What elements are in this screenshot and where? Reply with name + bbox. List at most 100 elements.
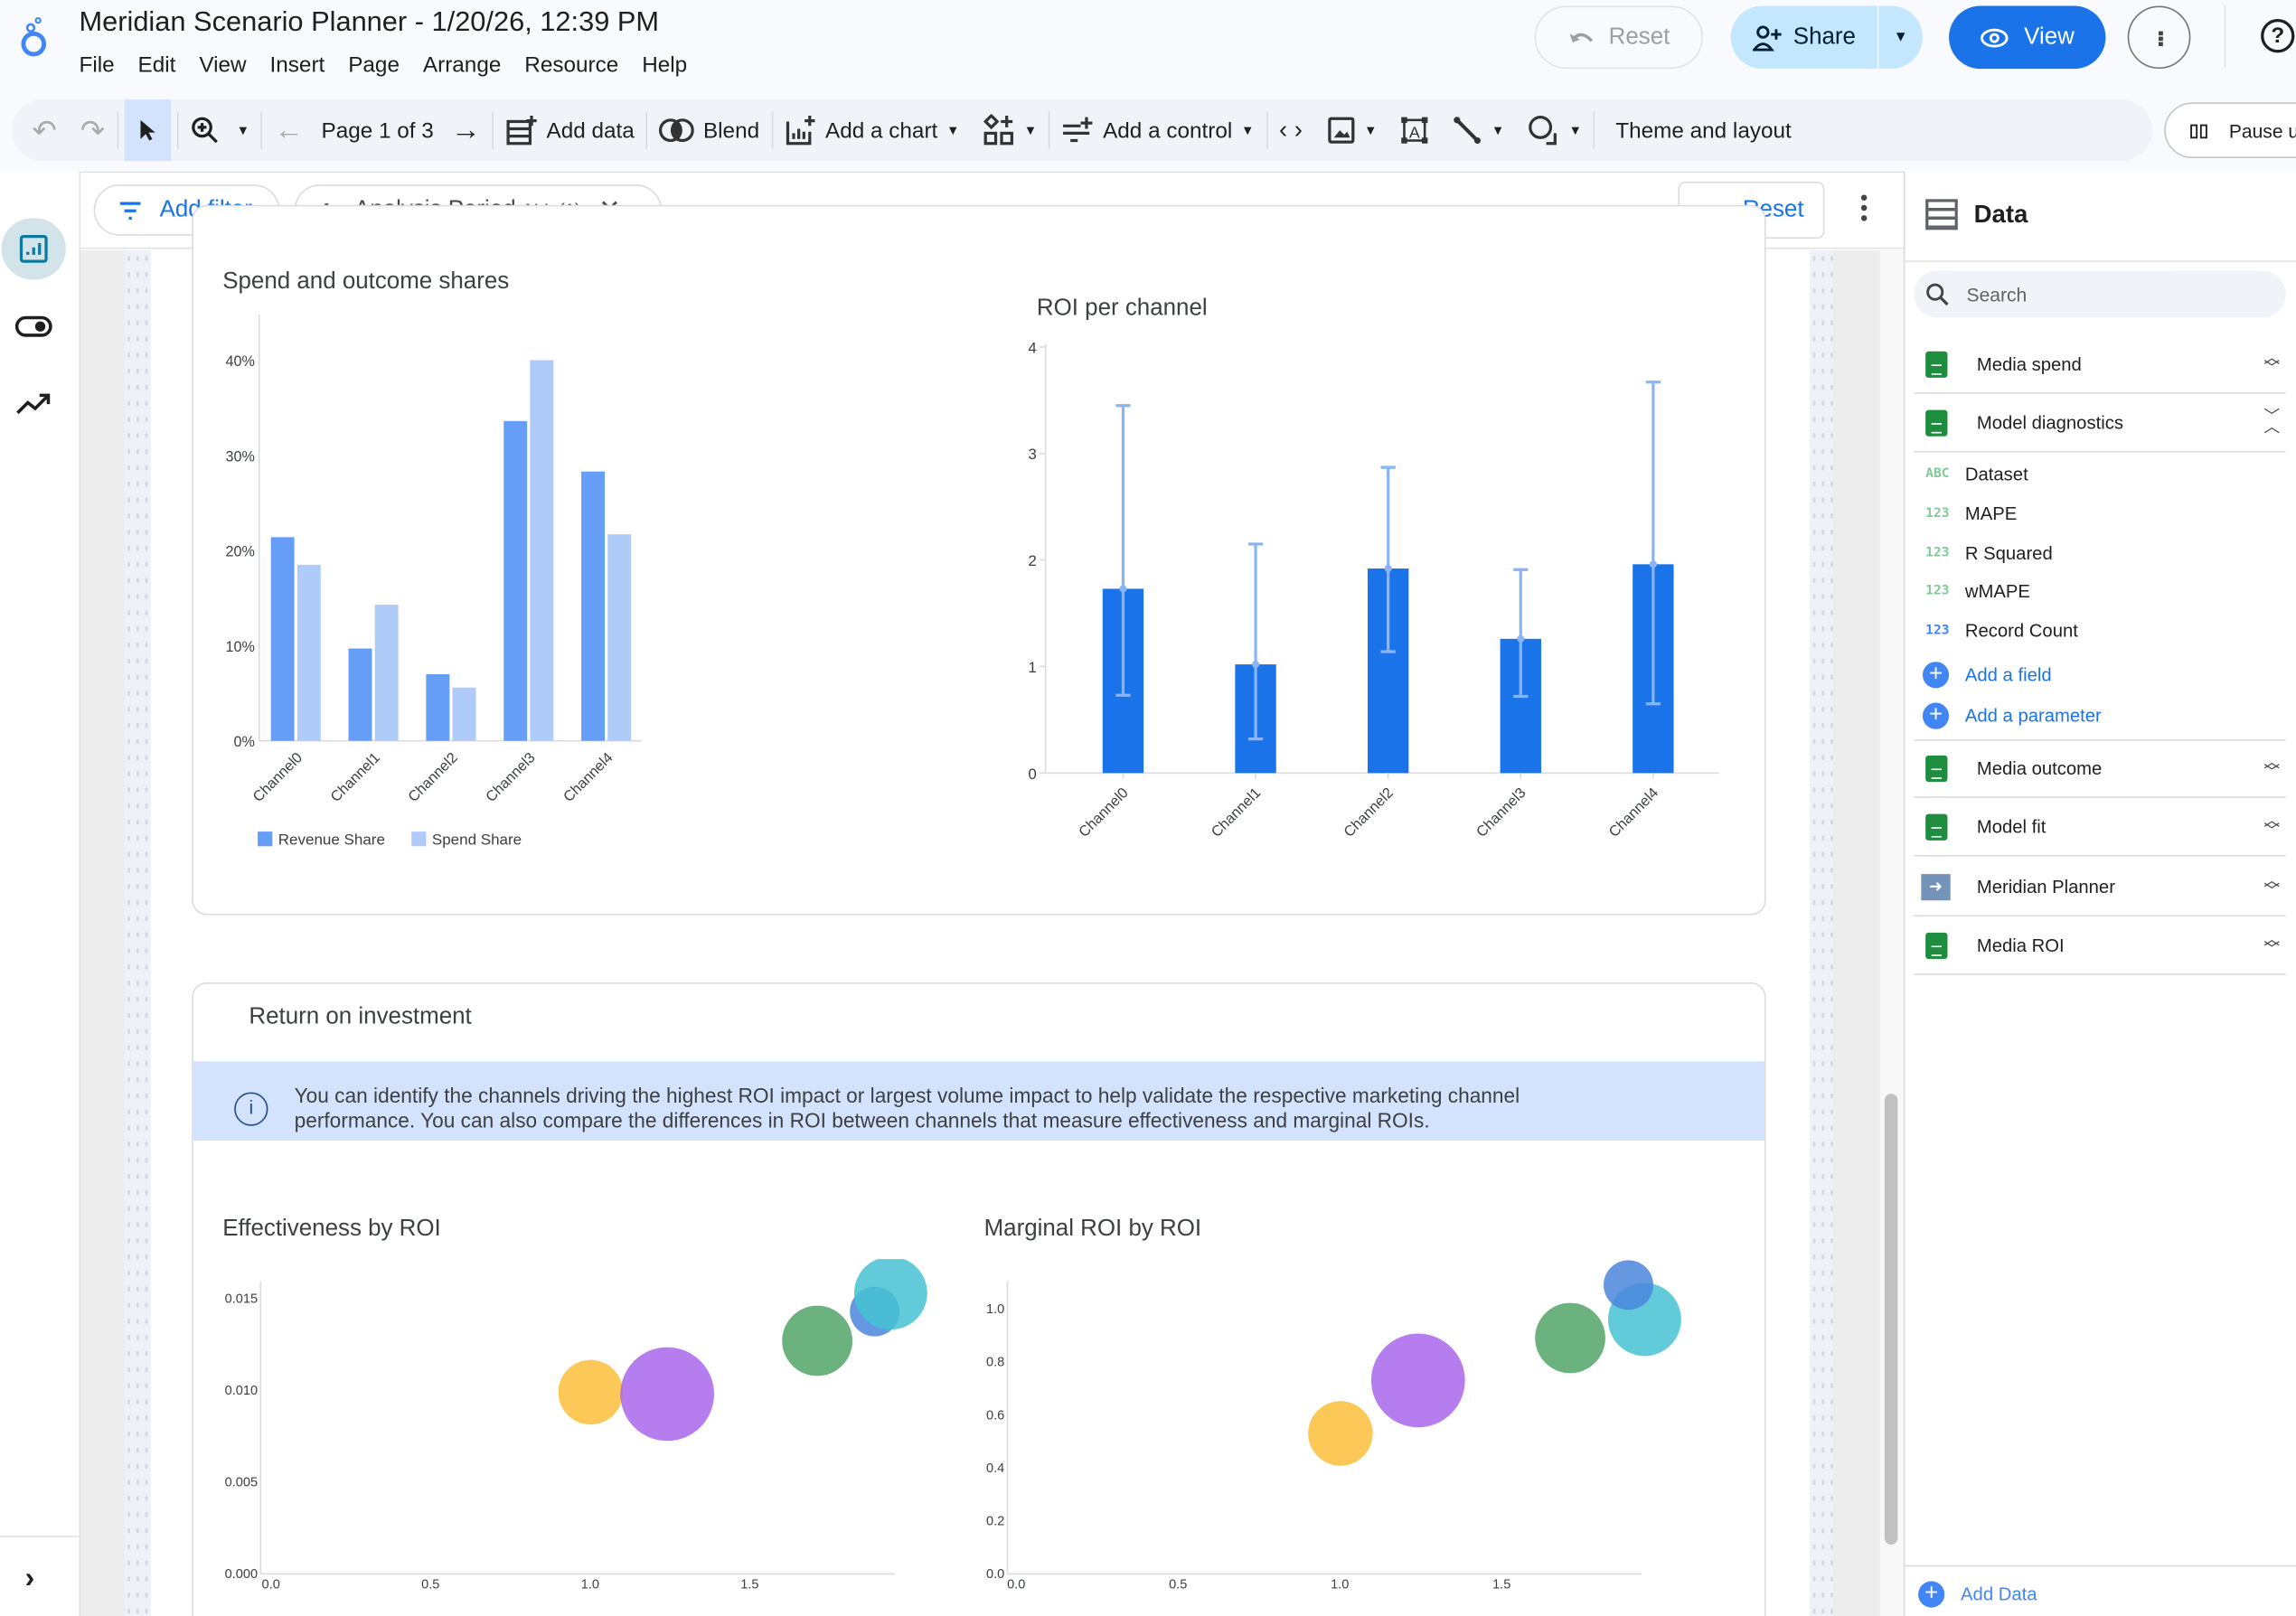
text-button[interactable]: A: [1388, 99, 1441, 161]
data-source-media-spend[interactable]: Media spend ︿ ﹀: [1914, 335, 2286, 394]
bubble: [1535, 1302, 1605, 1374]
field-mape[interactable]: 123 MAPE: [1925, 503, 2017, 524]
add-chart-button[interactable]: Add a chart ▼: [773, 99, 972, 161]
y-tick-label: 30%: [225, 448, 254, 465]
x-tick-label: 0.5: [1169, 1578, 1187, 1593]
bubble: [782, 1305, 853, 1376]
expand-icon[interactable]: ︿ ﹀: [2263, 930, 2281, 959]
expand-icon[interactable]: ︿ ﹀: [2263, 871, 2281, 900]
add-component-button[interactable]: ▼: [971, 99, 1049, 161]
field-wmape[interactable]: 123 wMAPE: [1925, 581, 2030, 602]
bar-revenue-share: [503, 420, 528, 741]
search-input[interactable]: Search: [1914, 270, 2286, 318]
menu-help[interactable]: Help: [642, 52, 688, 78]
menu-file[interactable]: File: [79, 52, 115, 78]
previous-page-button[interactable]: ←: [263, 99, 315, 161]
app-logo[interactable]: [17, 14, 50, 66]
add-data-source-button[interactable]: + Add Data: [1918, 1581, 2037, 1608]
data-source-meridian-planner[interactable]: ➜ Meridian Planner ︿ ﹀: [1914, 858, 2286, 917]
select-tool-button[interactable]: [123, 99, 171, 162]
page-indicator: Page 1 of 3: [321, 117, 434, 143]
add-person-icon: [1752, 24, 1782, 51]
help-icon[interactable]: ?: [2261, 19, 2295, 53]
view-button[interactable]: View: [1949, 5, 2106, 70]
rail-trend-button[interactable]: [14, 391, 52, 425]
pause-updates-button[interactable]: ▯▯ Pause u: [2164, 102, 2296, 158]
menu-insert[interactable]: Insert: [269, 52, 325, 78]
toggle-icon: [14, 315, 52, 337]
info-icon: i: [234, 1092, 268, 1126]
more-options-button[interactable]: ···: [2127, 5, 2191, 70]
expand-rail-button[interactable]: ›: [25, 1562, 35, 1595]
expand-icon[interactable]: ︿ ﹀: [2263, 812, 2281, 841]
add-parameter-label: Add a parameter: [1964, 705, 2102, 727]
collapse-icon[interactable]: ﹀ ︿: [2263, 408, 2281, 436]
image-button[interactable]: ▼: [1314, 99, 1388, 161]
menu-page[interactable]: Page: [348, 52, 400, 78]
text-box-icon: A: [1402, 117, 1429, 144]
menu-edit[interactable]: Edit: [137, 52, 176, 78]
y-tick-label: 1: [1028, 659, 1036, 676]
more-vert-icon: ···: [2143, 29, 2177, 46]
scrollbar-thumb[interactable]: [1884, 1094, 1898, 1545]
sheets-icon: [1925, 409, 1948, 436]
reset-button[interactable]: Reset: [1534, 5, 1703, 70]
shape-button[interactable]: ▼: [1516, 99, 1594, 161]
expand-icon[interactable]: ︿ ﹀: [2263, 753, 2281, 782]
add-field-button[interactable]: + Add a field: [1922, 662, 2052, 689]
data-source-name: Media outcome: [1976, 757, 2103, 778]
data-source-model-fit[interactable]: Model fit ︿ ﹀: [1914, 798, 2286, 857]
line-button[interactable]: ▼: [1442, 99, 1516, 161]
share-dropdown-button[interactable]: ▼: [1878, 5, 1923, 70]
marginal-roi-by-roi-chart[interactable]: 0.0 0.2 0.4 0.6 0.8 1.0 0.0 0.5 1.0 1.5: [966, 1259, 1698, 1616]
expand-icon[interactable]: ︿ ﹀: [2263, 349, 2281, 378]
next-page-button[interactable]: →: [439, 99, 492, 161]
value-marker: [1517, 634, 1525, 643]
rail-controls-button[interactable]: [14, 315, 52, 345]
roi-per-channel-chart[interactable]: 0 1 2 3 4 Channel0 Channel1 Channel2 Channel3 Cha…: [1011, 329, 1743, 870]
redo-button[interactable]: ↷: [69, 99, 117, 161]
effectiveness-by-roi-chart[interactable]: 0.000 0.005 0.010 0.015 0.0 0.5 1.0 1.5: [205, 1259, 937, 1616]
legend-label: Spend Share: [432, 831, 522, 849]
filter-more-button[interactable]: [1857, 194, 1871, 221]
report-title[interactable]: Meridian Scenario Planner - 1/20/26, 12:…: [79, 7, 660, 39]
add-field-label: Add a field: [1964, 664, 2052, 686]
field-name: wMAPE: [1964, 581, 2030, 602]
roi-per-channel-chart-title: ROI per channel: [1036, 296, 1208, 321]
database-icon: [1925, 199, 1958, 230]
menu-arrange[interactable]: Arrange: [422, 52, 502, 78]
data-source-media-roi[interactable]: Media ROI ︿ ﹀: [1914, 916, 2286, 975]
add-data-button[interactable]: Add data: [494, 99, 646, 161]
menu-view[interactable]: View: [199, 52, 247, 78]
data-source-name: Media ROI: [1976, 935, 2065, 955]
spend-outcome-chart[interactable]: 0% 10% 20% 30% 40% Channel0 Channel1 Channel2 Ch…: [205, 300, 659, 871]
rail-report-button[interactable]: [1, 218, 66, 280]
embed-url-button[interactable]: ‹ ›: [1267, 99, 1314, 161]
data-source-media-outcome[interactable]: Media outcome ︿ ﹀: [1914, 739, 2286, 798]
data-source-name: Model fit: [1976, 816, 2047, 837]
field-dataset[interactable]: ABC Dataset: [1925, 465, 2028, 485]
field-record-count[interactable]: 123 Record Count: [1925, 621, 2078, 642]
zoom-in-icon: [191, 117, 218, 144]
share-label: Share: [1793, 23, 1856, 50]
undo-button[interactable]: ↶: [12, 99, 69, 161]
data-source-model-diagnostics[interactable]: Model diagnostics ﹀ ︿: [1914, 394, 2286, 453]
bar-spend-share: [607, 534, 632, 741]
reset-label: Reset: [1608, 23, 1670, 50]
add-circle-icon: +: [1918, 1581, 1945, 1608]
zoom-button[interactable]: ▼: [178, 99, 261, 161]
add-control-button[interactable]: Add a control ▼: [1050, 99, 1266, 161]
x-tick-label: Channel0: [1076, 785, 1132, 841]
add-circle-icon: +: [1922, 662, 1950, 689]
theme-layout-button[interactable]: Theme and layout: [1595, 99, 1803, 161]
share-button[interactable]: Share: [1730, 5, 1877, 70]
add-parameter-button[interactable]: + Add a parameter: [1922, 702, 2102, 729]
bar-spend-share: [374, 605, 399, 741]
field-r-squared[interactable]: 123 R Squared: [1925, 543, 2053, 564]
eye-icon: [1981, 27, 2009, 48]
y-tick-label: 0.0: [986, 1567, 1004, 1582]
field-name: Dataset: [1964, 464, 2028, 485]
panel-divider: [1914, 739, 2286, 741]
menu-resource[interactable]: Resource: [524, 52, 619, 78]
blend-button[interactable]: Blend: [647, 99, 771, 161]
